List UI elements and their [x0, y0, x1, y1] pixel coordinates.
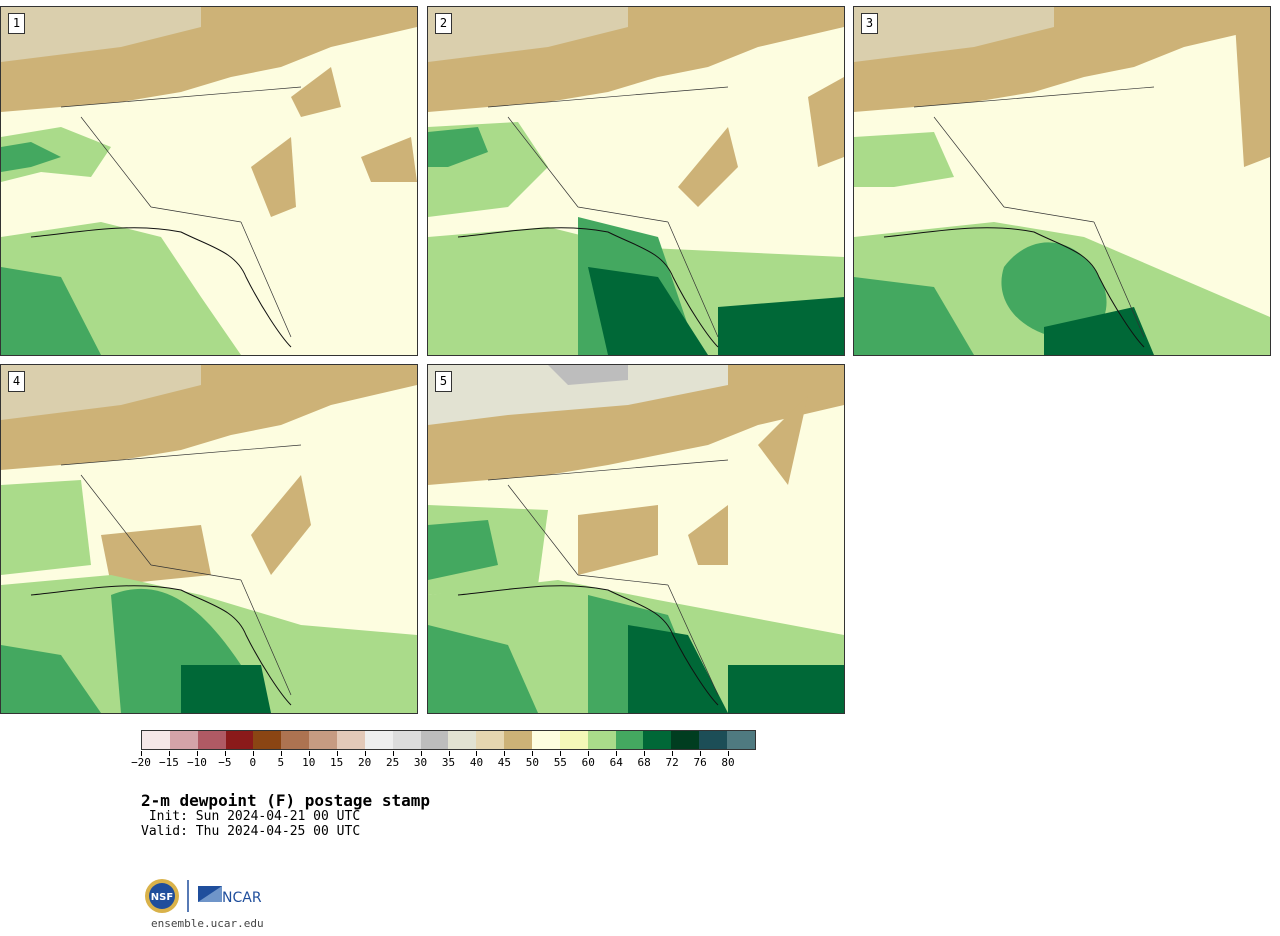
- map-panel-3: 3: [853, 6, 1271, 356]
- logos: NSF NCAR: [144, 876, 284, 916]
- colorbar-tick: [252, 751, 254, 756]
- colorbar-segment: [337, 731, 365, 749]
- colorbar-tick-label: 15: [330, 756, 344, 769]
- colorbar-tick-label: 5: [277, 756, 285, 769]
- colorbar-tick: [644, 751, 646, 756]
- panel-number: 5: [435, 371, 452, 392]
- site-url: ensemble.ucar.edu: [151, 917, 264, 930]
- colorbar-segment: [448, 731, 477, 749]
- panel-number: 1: [8, 13, 25, 34]
- colorbar-tick-label: 76: [693, 756, 707, 769]
- colorbar-tick-label: 25: [385, 756, 400, 769]
- colorbar-segment: [225, 731, 254, 749]
- colorbar-tick: [448, 751, 450, 756]
- colorbar-tick-label: 20: [358, 756, 372, 769]
- colorbar-segment: [420, 731, 449, 749]
- colorbar-tick: [141, 751, 142, 756]
- colorbar-tick: [700, 751, 702, 756]
- colorbar-tick: [280, 751, 282, 756]
- map-panel-4: 4: [0, 364, 418, 714]
- init-time: Init: Sun 2024-04-21 00 UTC: [141, 809, 361, 824]
- colorbar-tick: [672, 751, 674, 756]
- colorbar-segment: [253, 731, 282, 749]
- panel-number: 4: [8, 371, 25, 392]
- colorbar-tick-label: 30: [413, 756, 428, 769]
- dewpoint-map: [854, 7, 1270, 355]
- map-panel-5: 5: [427, 364, 845, 714]
- colorbar-tick: [560, 751, 562, 756]
- colorbar-segment: [392, 731, 421, 749]
- colorbar-segment: [197, 731, 226, 749]
- colorbar-tick: [224, 751, 226, 756]
- colorbar-segment: [615, 731, 644, 749]
- colorbar-tick-label: −5: [218, 756, 232, 769]
- colorbar-segment: [671, 731, 700, 749]
- colorbar-tick: [420, 751, 422, 756]
- colorbar-tick-label: 40: [469, 756, 484, 769]
- colorbar-tick-label: 55: [553, 756, 567, 769]
- colorbar-tick-label: 60: [581, 756, 595, 769]
- ncar-logo-text: NCAR: [222, 890, 262, 906]
- colorbar-segment: [727, 731, 755, 749]
- colorbar-tick-label: 35: [441, 756, 456, 769]
- colorbar-ticks: −20 −15 −10 −5 0 5 10 15 20 25 30 35 40 45 50 55 60 64 68 7…: [131, 751, 756, 771]
- map-panel-1: 1: [0, 6, 418, 356]
- dewpoint-map: [1, 7, 417, 355]
- colorbar-tick: [476, 751, 478, 756]
- dewpoint-map: [428, 7, 844, 355]
- colorbar-tick-label: 50: [525, 756, 539, 769]
- colorbar-tick-label: 80: [721, 756, 735, 769]
- colorbar-segment: [476, 731, 505, 749]
- colorbar-tick: [168, 751, 170, 756]
- map-title: 2-m dewpoint (F) postage stamp: [141, 791, 430, 810]
- nsf-logo-text: NSF: [151, 892, 173, 903]
- colorbar-tick: [308, 751, 310, 756]
- colorbar-tick: [336, 751, 338, 756]
- colorbar-tick: [588, 751, 590, 756]
- nsf-ncar-logo: NSF NCAR: [145, 879, 262, 913]
- colorbar-tick: [504, 751, 506, 756]
- colorbar-segment: [364, 731, 393, 749]
- colorbar-segment: [699, 731, 728, 749]
- colorbar-tick-label: 64: [609, 756, 623, 769]
- colorbar-tick-label: −10: [186, 756, 207, 769]
- colorbar-segment: [309, 731, 338, 749]
- colorbar-tick: [616, 751, 618, 756]
- colorbar-tick-label: −20: [131, 756, 151, 769]
- colorbar-tick: [392, 751, 394, 756]
- colorbar-tick: [364, 751, 366, 756]
- colorbar-segment: [587, 731, 616, 749]
- colorbar-tick: [532, 751, 534, 756]
- colorbar-segment: [559, 731, 588, 749]
- map-panel-2: 2: [427, 6, 845, 356]
- colorbar-tick-label: 10: [302, 756, 316, 769]
- colorbar-segment: [281, 731, 310, 749]
- colorbar: [141, 730, 756, 750]
- panel-number: 3: [861, 13, 878, 34]
- colorbar-tick-label: 45: [497, 756, 512, 769]
- colorbar-tick-label: 0: [249, 756, 257, 769]
- colorbar-segment: [643, 731, 672, 749]
- colorbar-segment: [532, 731, 560, 749]
- colorbar-tick-label: −15: [159, 756, 179, 769]
- colorbar-segment: [169, 731, 198, 749]
- colorbar-segment: [504, 731, 533, 749]
- colorbar-tick: [196, 751, 198, 756]
- panel-number: 2: [435, 13, 452, 34]
- colorbar-segment: [142, 731, 170, 749]
- dewpoint-map: [1, 365, 417, 713]
- dewpoint-map: [428, 365, 844, 713]
- colorbar-tick-label: 72: [665, 756, 679, 769]
- valid-time: Valid: Thu 2024-04-25 00 UTC: [141, 824, 361, 839]
- colorbar-tick-label: 68: [637, 756, 651, 769]
- colorbar-tick: [728, 751, 730, 756]
